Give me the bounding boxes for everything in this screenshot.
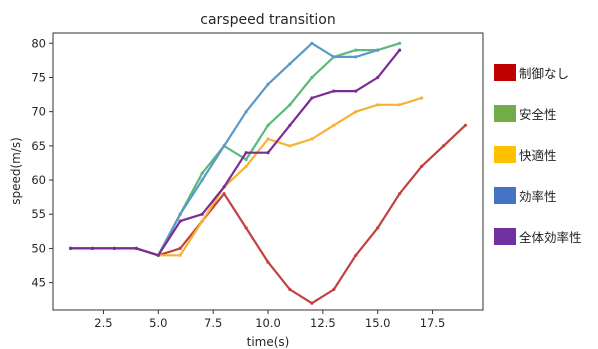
data-point [200, 178, 204, 182]
data-point [441, 144, 446, 148]
y-axis-label: speed(m/s) [9, 137, 23, 205]
data-point [420, 96, 424, 100]
data-point [310, 41, 314, 45]
x-tick-label: 15.0 [365, 316, 391, 330]
data-point [310, 137, 314, 141]
data-point [376, 48, 380, 52]
y-tick-label: 80 [31, 36, 46, 50]
data-point [354, 89, 358, 93]
data-point [200, 219, 204, 223]
data-point [156, 253, 160, 257]
x-tick-label: 2.5 [94, 316, 112, 330]
legend-item: 快適性 [494, 144, 598, 164]
data-point [332, 89, 336, 93]
data-point [376, 75, 380, 80]
data-point [310, 75, 314, 80]
data-point [310, 96, 314, 100]
data-point [376, 103, 380, 107]
series-5 [69, 48, 402, 257]
data-point [244, 157, 248, 162]
y-tick-label: 55 [31, 207, 46, 221]
legend-item: 安全性 [494, 103, 598, 123]
data-point [244, 226, 248, 230]
data-point [288, 123, 292, 127]
data-point [354, 110, 358, 114]
legend: 制御なし安全性快適性効率性全体効率性 [494, 62, 598, 267]
data-point [178, 246, 182, 250]
data-point [266, 137, 270, 141]
data-point [463, 123, 467, 127]
data-point [244, 164, 248, 168]
data-point [200, 171, 204, 175]
y-tick-label: 65 [31, 139, 46, 153]
y-tick-label: 70 [31, 105, 46, 119]
x-tick-label: 12.5 [310, 316, 336, 330]
data-point [200, 212, 204, 216]
x-tick-label: 17.5 [420, 316, 446, 330]
data-point [398, 48, 402, 52]
legend-item: 全体効率性 [494, 226, 598, 246]
series-line [70, 49, 401, 257]
y-tick-label: 45 [31, 276, 46, 290]
legend-swatch [494, 63, 516, 81]
x-tick-label: 7.5 [204, 316, 222, 330]
data-point [376, 226, 380, 230]
data-point [420, 164, 424, 168]
data-point [310, 301, 314, 305]
x-axis-label: time(s) [247, 335, 290, 349]
x-tick-label: 5.0 [149, 316, 167, 330]
data-point [178, 212, 182, 216]
data-point [354, 253, 358, 257]
data-point [244, 151, 248, 155]
data-point [288, 103, 292, 107]
data-point [112, 246, 116, 250]
legend-swatch [494, 186, 516, 204]
data-point [134, 246, 138, 250]
data-point [222, 185, 226, 189]
data-point [178, 253, 182, 257]
legend-label: 効率性 [519, 188, 557, 204]
data-point [332, 287, 336, 292]
legend-label: 安全性 [519, 106, 557, 122]
chart-title: carspeed transition [200, 12, 335, 28]
legend-label: 制御なし [519, 65, 570, 81]
y-tick-label: 75 [31, 70, 46, 84]
data-point [222, 144, 226, 148]
data-point [288, 144, 292, 148]
legend-swatch [494, 104, 516, 122]
data-point [90, 246, 95, 250]
data-point [332, 123, 336, 127]
legend-label: 全体効率性 [519, 229, 582, 245]
legend-swatch [494, 145, 516, 163]
data-point [398, 41, 402, 45]
y-tick-label: 50 [31, 241, 46, 255]
data-point [69, 246, 73, 250]
data-point [354, 48, 358, 52]
data-point [288, 287, 292, 292]
data-point [244, 110, 248, 114]
data-point [398, 103, 402, 107]
data-point [178, 219, 182, 223]
legend-swatch [494, 227, 516, 245]
data-point [266, 151, 270, 155]
series-layer [69, 41, 467, 305]
data-point [398, 192, 402, 196]
x-tick-label: 10.0 [255, 316, 281, 330]
data-point [266, 260, 270, 264]
y-tick-label: 60 [31, 173, 46, 187]
legend-item: 制御なし [494, 62, 598, 82]
data-point [288, 62, 292, 66]
legend-item: 効率性 [494, 185, 598, 205]
data-point [332, 55, 336, 59]
data-point [354, 55, 358, 59]
legend-label: 快適性 [519, 147, 557, 163]
data-point [266, 123, 270, 127]
axis-layer: 2.5 5.0 7.5 10.0 12.5 15.0 17.5 45 50 55 60 65 70 75 8… [31, 36, 445, 330]
data-point [266, 82, 270, 86]
data-point [222, 192, 226, 196]
